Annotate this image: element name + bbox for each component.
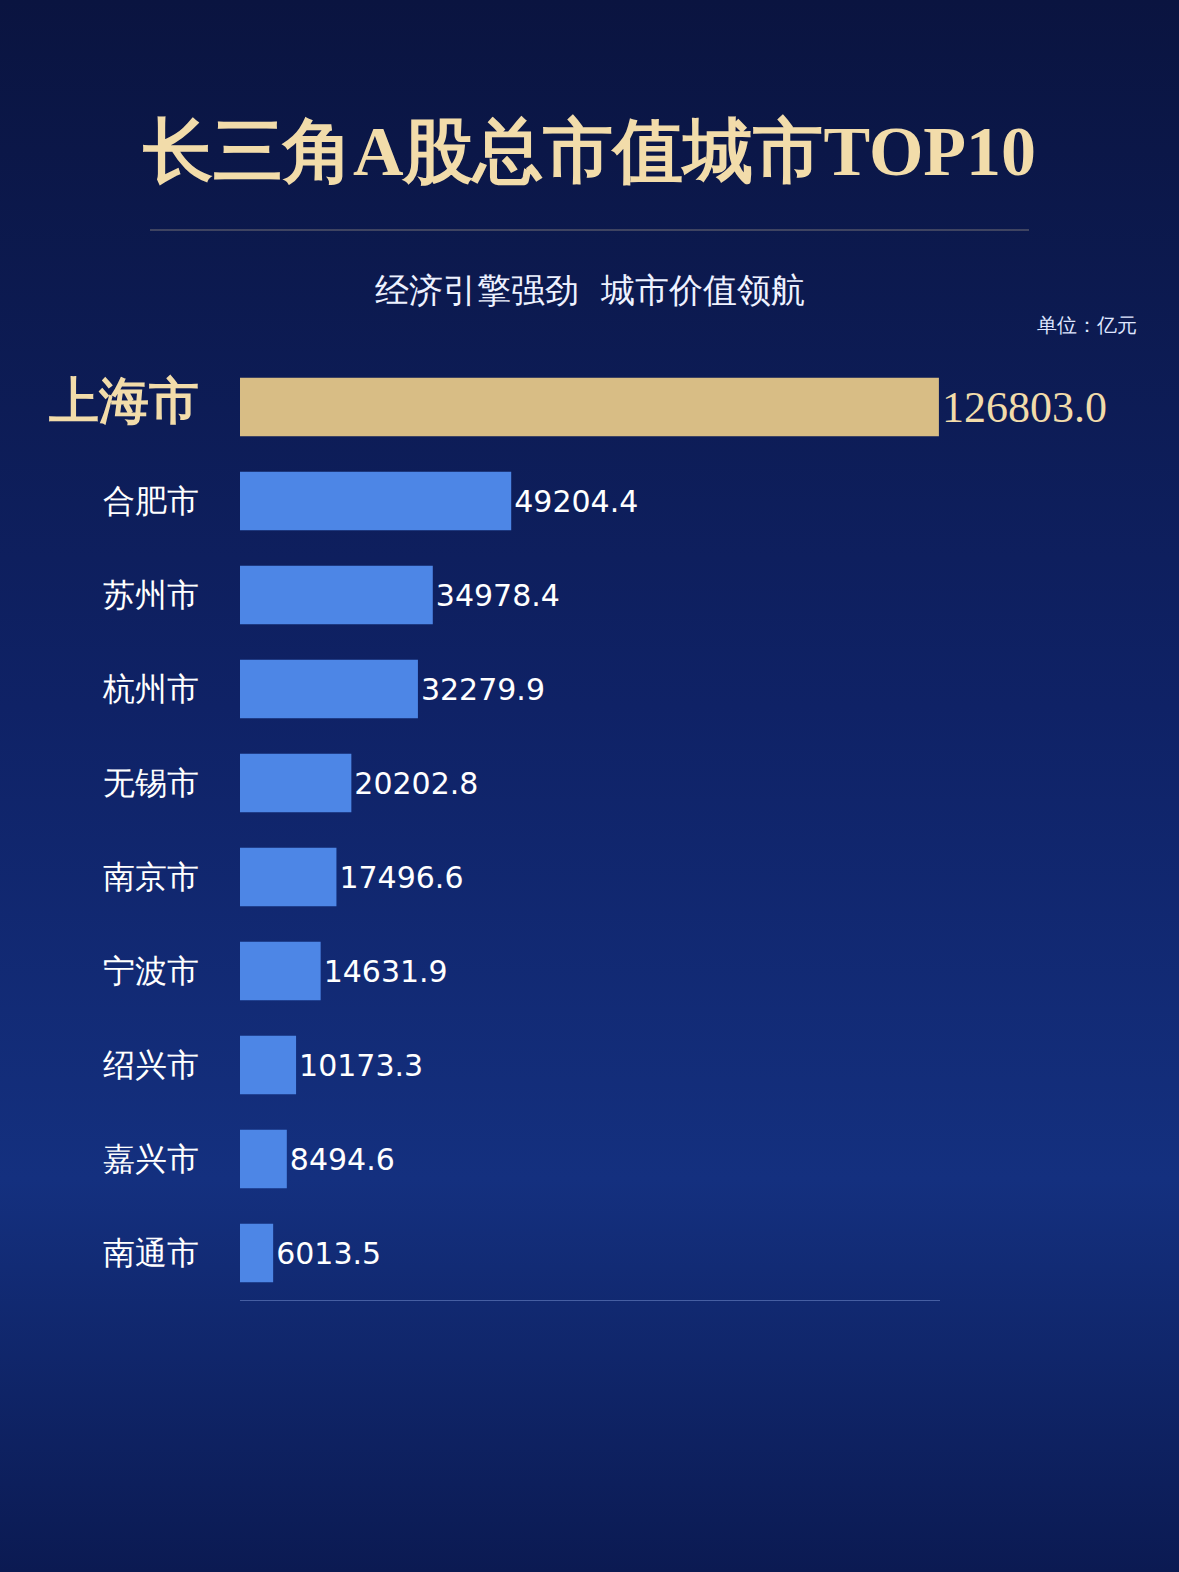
svg-text:126803.0: 126803.0 bbox=[942, 383, 1107, 432]
svg-text:49204.4: 49204.4 bbox=[514, 484, 638, 519]
svg-text:32279.9: 32279.9 bbox=[421, 672, 545, 707]
svg-text:20202.8: 20202.8 bbox=[354, 766, 478, 801]
svg-text:南京市: 南京市 bbox=[103, 858, 199, 896]
svg-text:无锡市: 无锡市 bbox=[103, 764, 199, 802]
svg-text:上海市: 上海市 bbox=[48, 373, 199, 429]
svg-text:经济引擎强劲 城市价值领航: 经济引擎强劲 城市价值领航 bbox=[375, 270, 805, 310]
svg-text:嘉兴市: 嘉兴市 bbox=[103, 1140, 199, 1178]
svg-text:合肥市: 合肥市 bbox=[103, 482, 199, 520]
svg-text:10173.3: 10173.3 bbox=[299, 1048, 423, 1083]
svg-text:34978.4: 34978.4 bbox=[436, 578, 560, 613]
svg-text:长三角A股总市值城市TOP10: 长三角A股总市值城市TOP10 bbox=[143, 113, 1036, 190]
svg-text:宁波市: 宁波市 bbox=[103, 952, 199, 990]
svg-text:17496.6: 17496.6 bbox=[339, 860, 463, 895]
svg-text:杭州市: 杭州市 bbox=[102, 670, 199, 708]
svg-text:苏州市: 苏州市 bbox=[103, 576, 199, 614]
svg-text:8494.6: 8494.6 bbox=[290, 1142, 395, 1177]
svg-text:14631.9: 14631.9 bbox=[324, 954, 448, 989]
svg-text:南通市: 南通市 bbox=[103, 1234, 199, 1272]
svg-text:6013.5: 6013.5 bbox=[276, 1236, 381, 1271]
svg-text:单位：亿元: 单位：亿元 bbox=[1037, 313, 1137, 337]
svg-text:绍兴市: 绍兴市 bbox=[103, 1046, 199, 1084]
